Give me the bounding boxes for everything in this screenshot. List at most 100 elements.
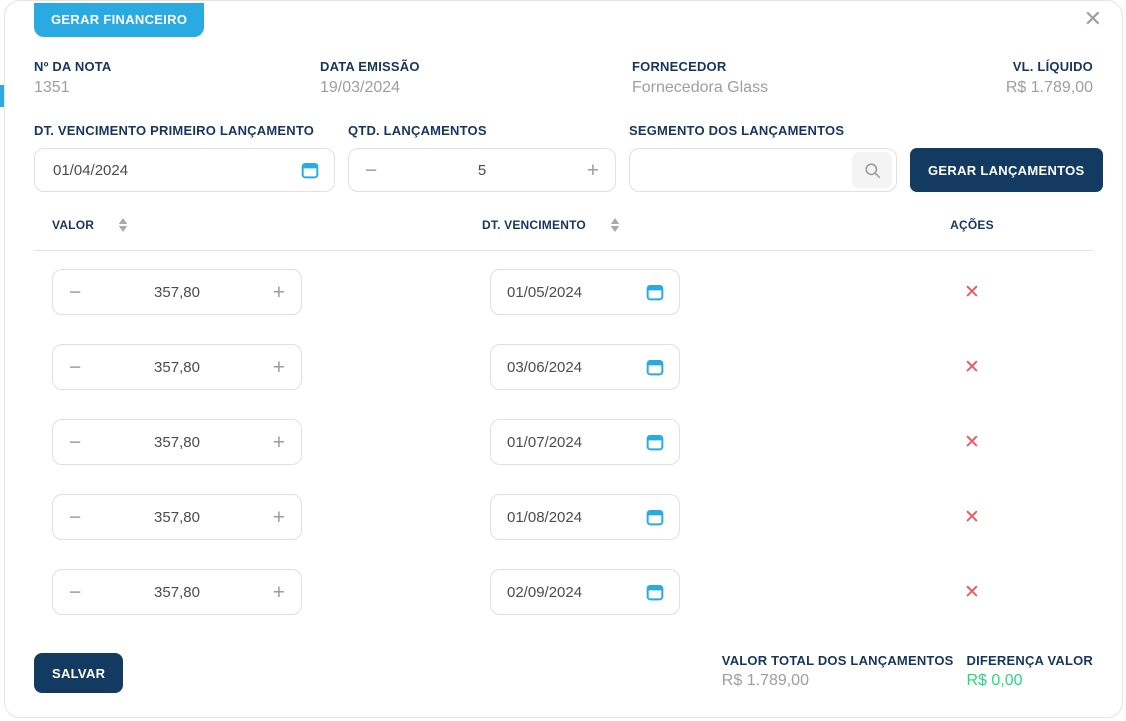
calendar-icon[interactable]: [645, 582, 665, 602]
segment-label: SEGMENTO DOS LANÇAMENTOS: [629, 123, 845, 138]
liquido-value: R$ 1.789,00: [1005, 79, 1093, 96]
first-due-date-input[interactable]: 01/04/2024: [34, 148, 335, 192]
row-due-date-input[interactable]: 01/08/2024: [490, 494, 680, 540]
installment-due-date[interactable]: 01/05/2024: [507, 283, 583, 301]
row-value-stepper[interactable]: − 357,80 +: [52, 494, 302, 540]
valor-header-label: VALOR: [52, 218, 95, 232]
row-value-stepper[interactable]: − 357,80 +: [52, 344, 302, 390]
info-liquido: VL. LÍQUIDO R$ 1.789,00: [1006, 59, 1093, 97]
quantity-group: QTD. LANÇAMENTOS − 5 +: [348, 123, 616, 192]
header-divider: [34, 250, 1093, 251]
row-actions: ✕: [936, 269, 1008, 315]
installment-value[interactable]: 357,80: [154, 508, 200, 526]
plus-icon[interactable]: +: [272, 580, 285, 604]
installment-due-date[interactable]: 01/07/2024: [507, 433, 583, 451]
minus-icon[interactable]: −: [69, 355, 82, 379]
sort-icon[interactable]: [610, 218, 620, 232]
emissao-label: DATA EMISSÃO: [320, 59, 420, 74]
row-actions: ✕: [936, 569, 1008, 615]
first-due-date-group: DT. VENCIMENTO PRIMEIRO LANÇAMENTO 01/04…: [34, 123, 335, 192]
row-actions: ✕: [936, 494, 1008, 540]
installment-value[interactable]: 357,80: [154, 433, 200, 451]
column-header-valor: VALOR: [52, 218, 128, 232]
delete-row-icon[interactable]: ✕: [964, 506, 980, 528]
plus-icon[interactable]: +: [586, 158, 599, 182]
minus-icon[interactable]: −: [69, 280, 82, 304]
generation-controls: DT. VENCIMENTO PRIMEIRO LANÇAMENTO 01/04…: [34, 123, 1103, 192]
emissao-value: 19/03/2024: [320, 79, 401, 96]
table-row: − 357,80 + 03/06/2024 ✕: [34, 344, 1093, 390]
fornecedor-label: FORNECEDOR: [632, 59, 727, 74]
segment-search-input[interactable]: [642, 149, 852, 191]
calendar-icon[interactable]: [645, 432, 665, 452]
total-value: R$ 1.789,00: [721, 672, 809, 689]
calendar-icon[interactable]: [300, 160, 320, 180]
gerar-financeiro-modal: GERAR FINANCEIRO ✕ Nº DA NOTA 1351 DATA …: [4, 0, 1123, 718]
diferenca-value: R$ 0,00: [966, 672, 1023, 689]
diferenca-valor: DIFERENÇA VALOR R$ 0,00: [967, 653, 1094, 690]
installment-value[interactable]: 357,80: [154, 283, 200, 301]
minus-icon[interactable]: −: [69, 430, 82, 454]
installment-due-date[interactable]: 03/06/2024: [507, 358, 583, 376]
info-nota: Nº DA NOTA 1351: [34, 59, 320, 97]
row-value-stepper[interactable]: − 357,80 +: [52, 419, 302, 465]
fornecedor-value: Fornecedora Glass: [632, 79, 769, 96]
plus-icon[interactable]: +: [272, 505, 285, 529]
installment-due-date[interactable]: 01/08/2024: [507, 508, 583, 526]
quantity-stepper[interactable]: − 5 +: [348, 148, 616, 192]
total-label: VALOR TOTAL DOS LANÇAMENTOS: [721, 653, 954, 668]
plus-icon[interactable]: +: [272, 280, 285, 304]
table-row: − 357,80 + 01/08/2024 ✕: [34, 494, 1093, 540]
row-actions: ✕: [936, 419, 1008, 465]
delete-row-icon[interactable]: ✕: [964, 356, 980, 378]
info-emissao: DATA EMISSÃO 19/03/2024: [320, 59, 632, 97]
row-due-date-input[interactable]: 02/09/2024: [490, 569, 680, 615]
column-header-acoes: AÇÕES: [950, 218, 994, 232]
table-header: VALOR DT. VENCIMENTO AÇÕES: [34, 218, 1093, 235]
search-button[interactable]: [852, 152, 892, 188]
quantity-value[interactable]: 5: [477, 161, 487, 179]
table-row: − 357,80 + 01/07/2024 ✕: [34, 419, 1093, 465]
installment-value[interactable]: 357,80: [154, 583, 200, 601]
delete-row-icon[interactable]: ✕: [964, 581, 980, 603]
liquido-label: VL. LÍQUIDO: [1012, 59, 1093, 74]
info-fornecedor: FORNECEDOR Fornecedora Glass: [632, 59, 1006, 97]
plus-icon[interactable]: +: [272, 430, 285, 454]
table-row: − 357,80 + 02/09/2024 ✕: [34, 569, 1093, 615]
row-value-stepper[interactable]: − 357,80 +: [52, 569, 302, 615]
row-actions: ✕: [936, 344, 1008, 390]
modal-footer: SALVAR VALOR TOTAL DOS LANÇAMENTOS R$ 1.…: [34, 653, 1093, 693]
minus-icon[interactable]: −: [365, 158, 378, 182]
invoice-info-row: Nº DA NOTA 1351 DATA EMISSÃO 19/03/2024 …: [34, 59, 1093, 97]
row-due-date-input[interactable]: 01/07/2024: [490, 419, 680, 465]
plus-icon[interactable]: +: [272, 355, 285, 379]
salvar-button[interactable]: SALVAR: [34, 653, 124, 693]
diferenca-label: DIFERENÇA VALOR: [966, 653, 1093, 668]
table-row: − 357,80 + 01/05/2024 ✕: [34, 269, 1093, 315]
calendar-icon[interactable]: [645, 507, 665, 527]
installment-due-date[interactable]: 02/09/2024: [507, 583, 583, 601]
segment-group: SEGMENTO DOS LANÇAMENTOS: [629, 123, 897, 192]
first-due-date-label: DT. VENCIMENTO PRIMEIRO LANÇAMENTO: [34, 123, 315, 138]
delete-row-icon[interactable]: ✕: [964, 281, 980, 303]
vencimento-header-label: DT. VENCIMENTO: [482, 218, 586, 232]
gerar-lancamentos-button[interactable]: GERAR LANÇAMENTOS: [910, 148, 1103, 192]
gerar-financeiro-tab[interactable]: GERAR FINANCEIRO: [34, 3, 205, 37]
nota-label: Nº DA NOTA: [34, 59, 112, 74]
installment-value[interactable]: 357,80: [154, 358, 200, 376]
segment-search-field[interactable]: [629, 148, 897, 192]
first-due-date-value[interactable]: 01/04/2024: [53, 161, 129, 179]
minus-icon[interactable]: −: [69, 580, 82, 604]
minus-icon[interactable]: −: [69, 505, 82, 529]
calendar-icon[interactable]: [645, 282, 665, 302]
row-due-date-input[interactable]: 01/05/2024: [490, 269, 680, 315]
sort-icon[interactable]: [118, 218, 128, 232]
delete-row-icon[interactable]: ✕: [964, 431, 980, 453]
row-value-stepper[interactable]: − 357,80 +: [52, 269, 302, 315]
calendar-icon[interactable]: [645, 357, 665, 377]
installments-table-body: − 357,80 + 01/05/2024 ✕ − 357,80 + 03/06…: [34, 269, 1093, 615]
quantity-label: QTD. LANÇAMENTOS: [348, 123, 487, 138]
close-icon[interactable]: ✕: [1083, 6, 1102, 31]
row-due-date-input[interactable]: 03/06/2024: [490, 344, 680, 390]
nota-value: 1351: [34, 79, 70, 96]
